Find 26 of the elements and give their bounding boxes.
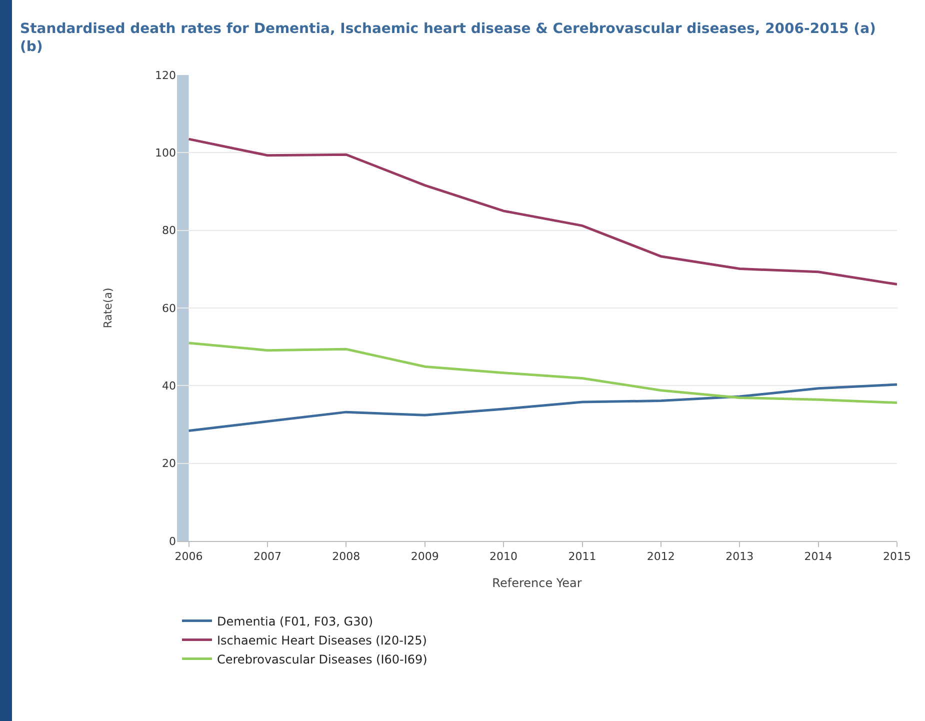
y-tick-label: 120 bbox=[155, 68, 176, 82]
y-tick-label: 40 bbox=[162, 380, 176, 393]
x-tick-label: 2014 bbox=[804, 550, 832, 564]
x-tick-label: 2009 bbox=[410, 550, 439, 564]
y-tick-label: 20 bbox=[162, 457, 176, 470]
y-tick-label: 80 bbox=[162, 224, 176, 238]
x-tick-label: 2011 bbox=[568, 550, 596, 564]
x-tick-label: 2007 bbox=[253, 550, 282, 564]
legend-label: Ischaemic Heart Diseases (I20-I25) bbox=[217, 633, 427, 648]
y-tick-label: 100 bbox=[155, 146, 176, 160]
line-series bbox=[188, 138, 897, 286]
x-tick-label: 2013 bbox=[726, 550, 754, 564]
chart-title: Standardised death rates for Dementia, Ischaemic heart disease & Cerebrovascular diseases, 2006-2015 (a)(b) bbox=[20, 20, 877, 56]
y-axis-title: Rate(a) bbox=[102, 288, 115, 328]
x-tick-label: 2015 bbox=[883, 550, 911, 564]
legend-label: Cerebrovascular Diseases (I60-I69) bbox=[217, 652, 428, 666]
x-tick-label: 2012 bbox=[646, 550, 675, 564]
y-tick-label: 60 bbox=[162, 302, 176, 315]
y-tick-label: 0 bbox=[169, 534, 176, 548]
x-tick-label: 2006 bbox=[174, 550, 203, 564]
legend-label: Dementia (F01, F03, G30) bbox=[217, 614, 374, 628]
line-series bbox=[188, 342, 897, 404]
line-series bbox=[188, 383, 897, 432]
x-tick-label: 2010 bbox=[490, 550, 518, 564]
x-axis-title: Reference Year bbox=[492, 576, 582, 590]
x-tick-label: 2008 bbox=[332, 550, 360, 564]
